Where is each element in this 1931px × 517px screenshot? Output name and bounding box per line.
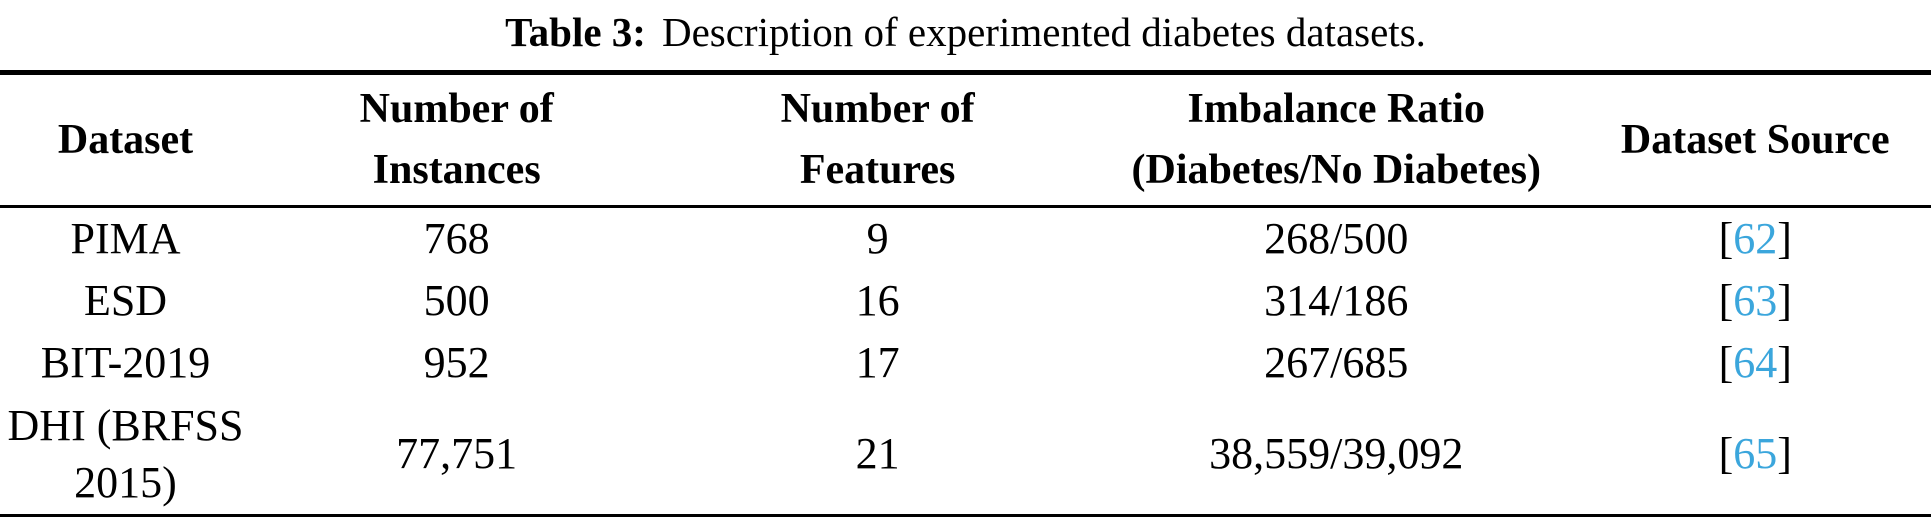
citation-bracket-open: [ (1718, 214, 1734, 264)
citation-link[interactable]: 64 (1733, 338, 1778, 388)
column-header-features: Number of Features (662, 72, 1093, 208)
column-header-label: Dataset (57, 116, 194, 163)
cell-source: [62] (1580, 207, 1931, 271)
cell-source: [65] (1580, 394, 1931, 516)
cell-instances: 77,751 (396, 429, 518, 479)
cell-imbalance: 267/685 (1264, 338, 1409, 388)
citation-bracket-open: [ (1718, 276, 1734, 326)
cell-dataset: BIT-2019 (40, 338, 211, 388)
cell-features: 16 (855, 276, 900, 326)
column-header-label: Imbalance Ratio (1187, 86, 1485, 133)
citation-link[interactable]: 65 (1733, 429, 1778, 479)
column-header-label: (Diabetes/No Diabetes) (1131, 147, 1541, 193)
table-row: DHI (BRFSS 2015) 77,751 21 38,559/39,092… (0, 394, 1931, 516)
citation-link[interactable]: 63 (1733, 276, 1778, 326)
cell-imbalance: 268/500 (1264, 214, 1409, 264)
column-header-label: Dataset Source (1620, 116, 1890, 163)
table-header-row: Dataset Number of Instances Number of Fe… (0, 72, 1931, 208)
cell-dataset: ESD (83, 276, 168, 326)
datasets-table: Dataset Number of Instances Number of Fe… (0, 70, 1931, 517)
cell-source: [64] (1580, 332, 1931, 394)
citation-bracket-close: ] (1777, 214, 1792, 264)
table-row: BIT-2019 952 17 267/685 [64] (0, 332, 1931, 394)
cell-features: 17 (855, 338, 900, 388)
cell-features: 21 (855, 429, 900, 479)
table-row: PIMA 768 9 268/500 [62] (0, 207, 1931, 271)
table-caption-text: Description of experimented diabetes dat… (661, 9, 1426, 55)
cell-imbalance: 38,559/39,092 (1209, 429, 1464, 479)
cell-imbalance: 314/186 (1264, 276, 1409, 326)
cell-instances: 500 (423, 276, 490, 326)
citation-link[interactable]: 62 (1733, 214, 1778, 264)
column-header-dataset: Dataset (0, 72, 252, 208)
column-header-label: Features (799, 147, 956, 193)
cell-instances: 768 (423, 214, 490, 264)
citation-bracket-close: ] (1777, 276, 1792, 326)
citation-bracket-open: [ (1718, 338, 1734, 388)
column-header-instances: Number of Instances (251, 72, 663, 208)
citation-bracket-open: [ (1718, 429, 1734, 479)
citation-bracket-close: ] (1777, 338, 1792, 388)
column-header-label: Number of (780, 86, 975, 133)
column-header-label: Instances (372, 147, 541, 193)
table-row: ESD 500 16 314/186 [63] (0, 270, 1931, 332)
table-caption: Table 3: Description of experimented diab… (0, 0, 1931, 70)
column-header-label: Number of (359, 86, 554, 133)
cell-instances: 952 (423, 338, 490, 388)
citation-bracket-close: ] (1777, 429, 1792, 479)
table-number-label: Table 3: (505, 9, 646, 55)
cell-features: 9 (866, 214, 889, 264)
column-header-imbalance: Imbalance Ratio (Diabetes/No Diabetes) (1092, 72, 1580, 208)
cell-dataset: PIMA (70, 214, 181, 264)
column-header-source: Dataset Source (1579, 72, 1931, 208)
cell-dataset: DHI (BRFSS 2015) (7, 400, 244, 507)
cell-source: [63] (1580, 270, 1931, 332)
